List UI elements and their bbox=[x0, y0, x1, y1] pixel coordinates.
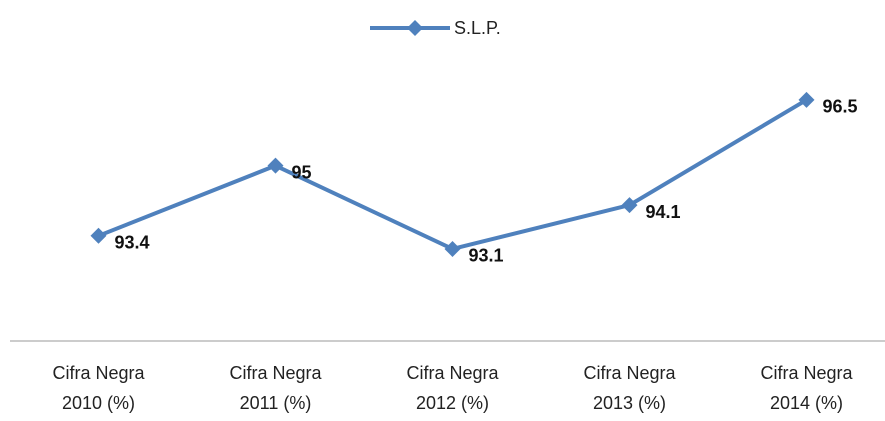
data-label: 96.5 bbox=[823, 97, 858, 117]
data-label: 94.1 bbox=[646, 202, 681, 222]
x-tick-label: Cifra Negra 2010 (%) bbox=[52, 363, 145, 413]
x-tick-label: Cifra Negra 2013 (%) bbox=[583, 363, 676, 413]
data-label: 93.4 bbox=[115, 233, 150, 253]
point bbox=[798, 91, 815, 108]
series-line bbox=[97, 98, 808, 251]
data-label: 95 bbox=[292, 162, 312, 182]
point bbox=[90, 227, 107, 244]
legend-marker bbox=[407, 20, 423, 36]
data-label: 93.1 bbox=[469, 246, 504, 266]
x-tick-label: Cifra Negra 2011 (%) bbox=[229, 363, 322, 413]
point bbox=[621, 197, 638, 214]
point bbox=[444, 240, 461, 257]
x-tick-label: Cifra Negra 2012 (%) bbox=[406, 363, 499, 413]
x-tick-label: Cifra Negra 2014 (%) bbox=[760, 363, 853, 413]
point bbox=[267, 157, 284, 174]
legend-label: S.L.P. bbox=[454, 18, 501, 38]
